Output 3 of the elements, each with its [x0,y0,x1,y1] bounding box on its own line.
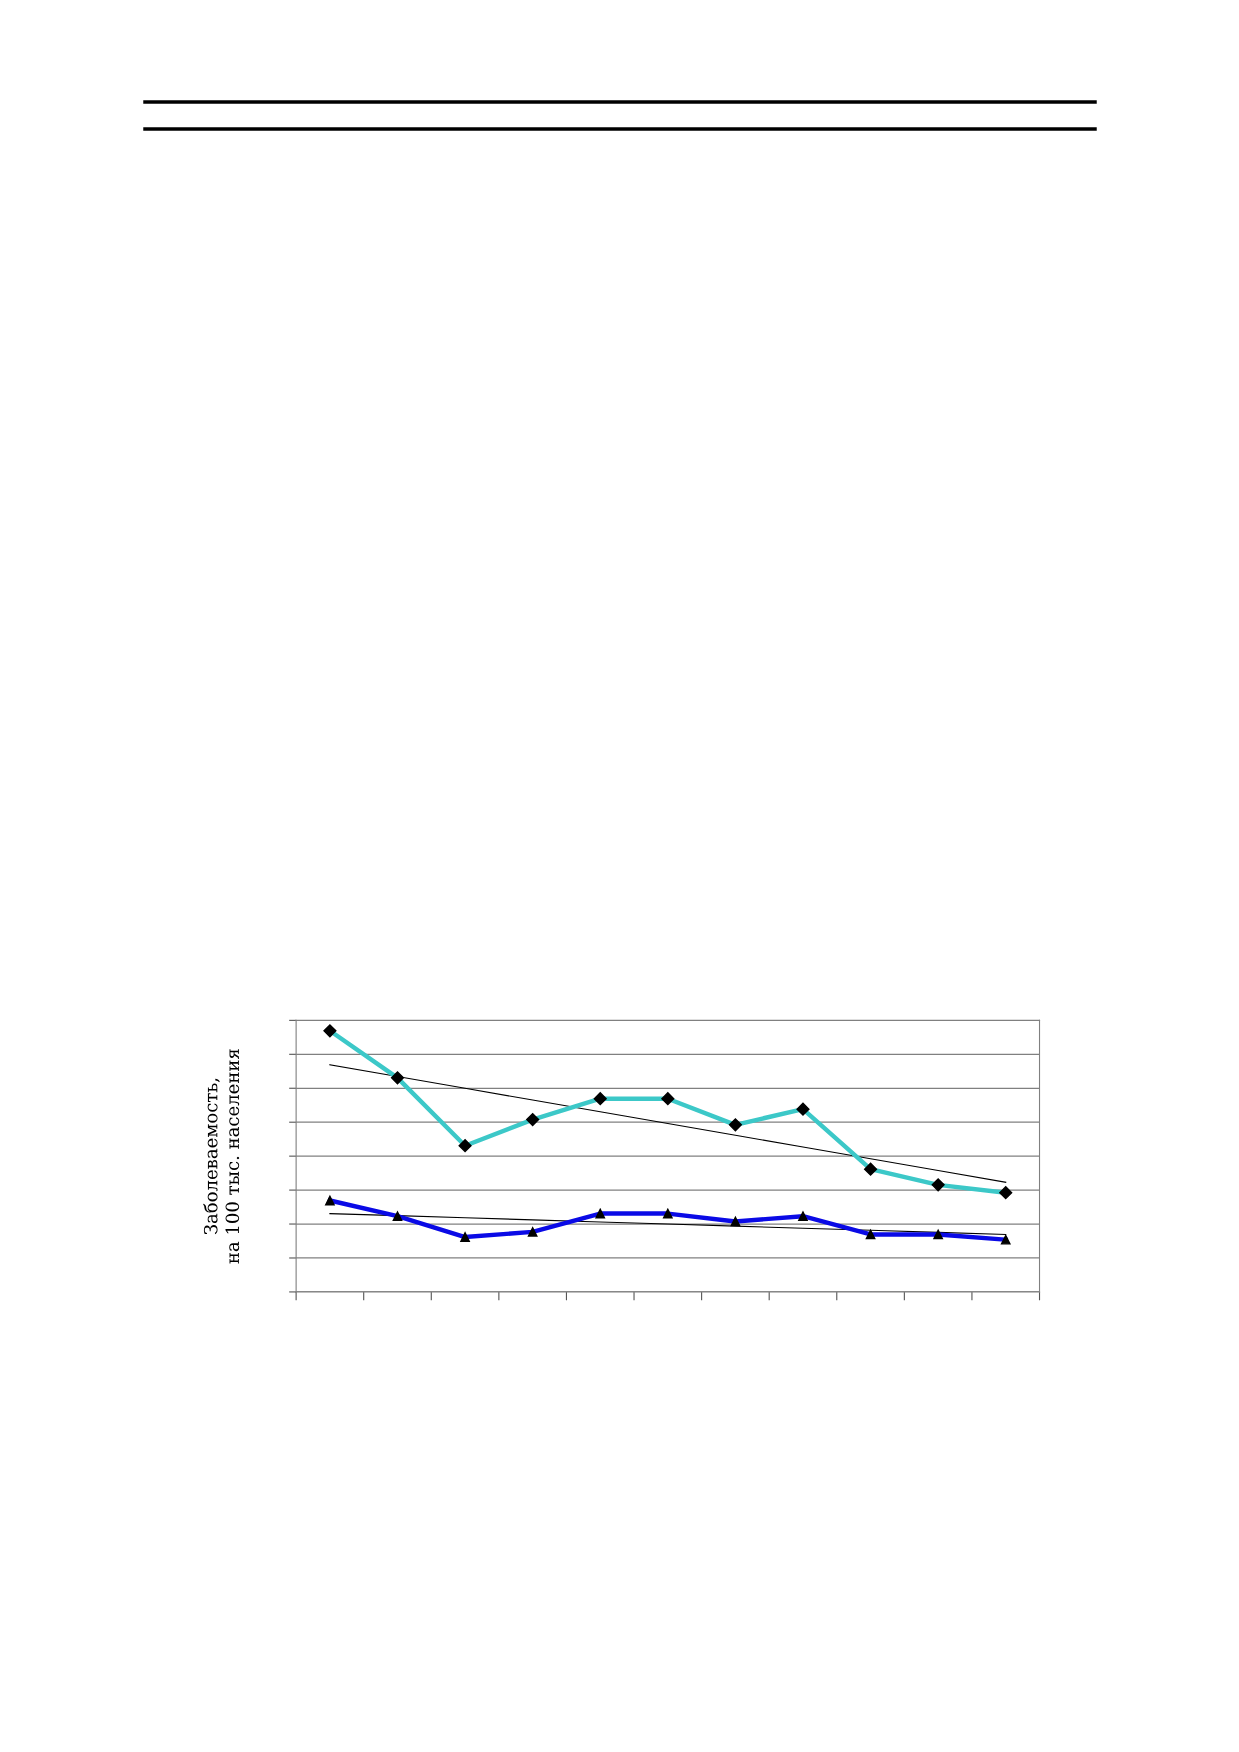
point [392,1211,403,1222]
y-axis-title: Заболеваемость, на 100 тыс. населения [203,1049,240,1264]
point [390,1071,405,1085]
